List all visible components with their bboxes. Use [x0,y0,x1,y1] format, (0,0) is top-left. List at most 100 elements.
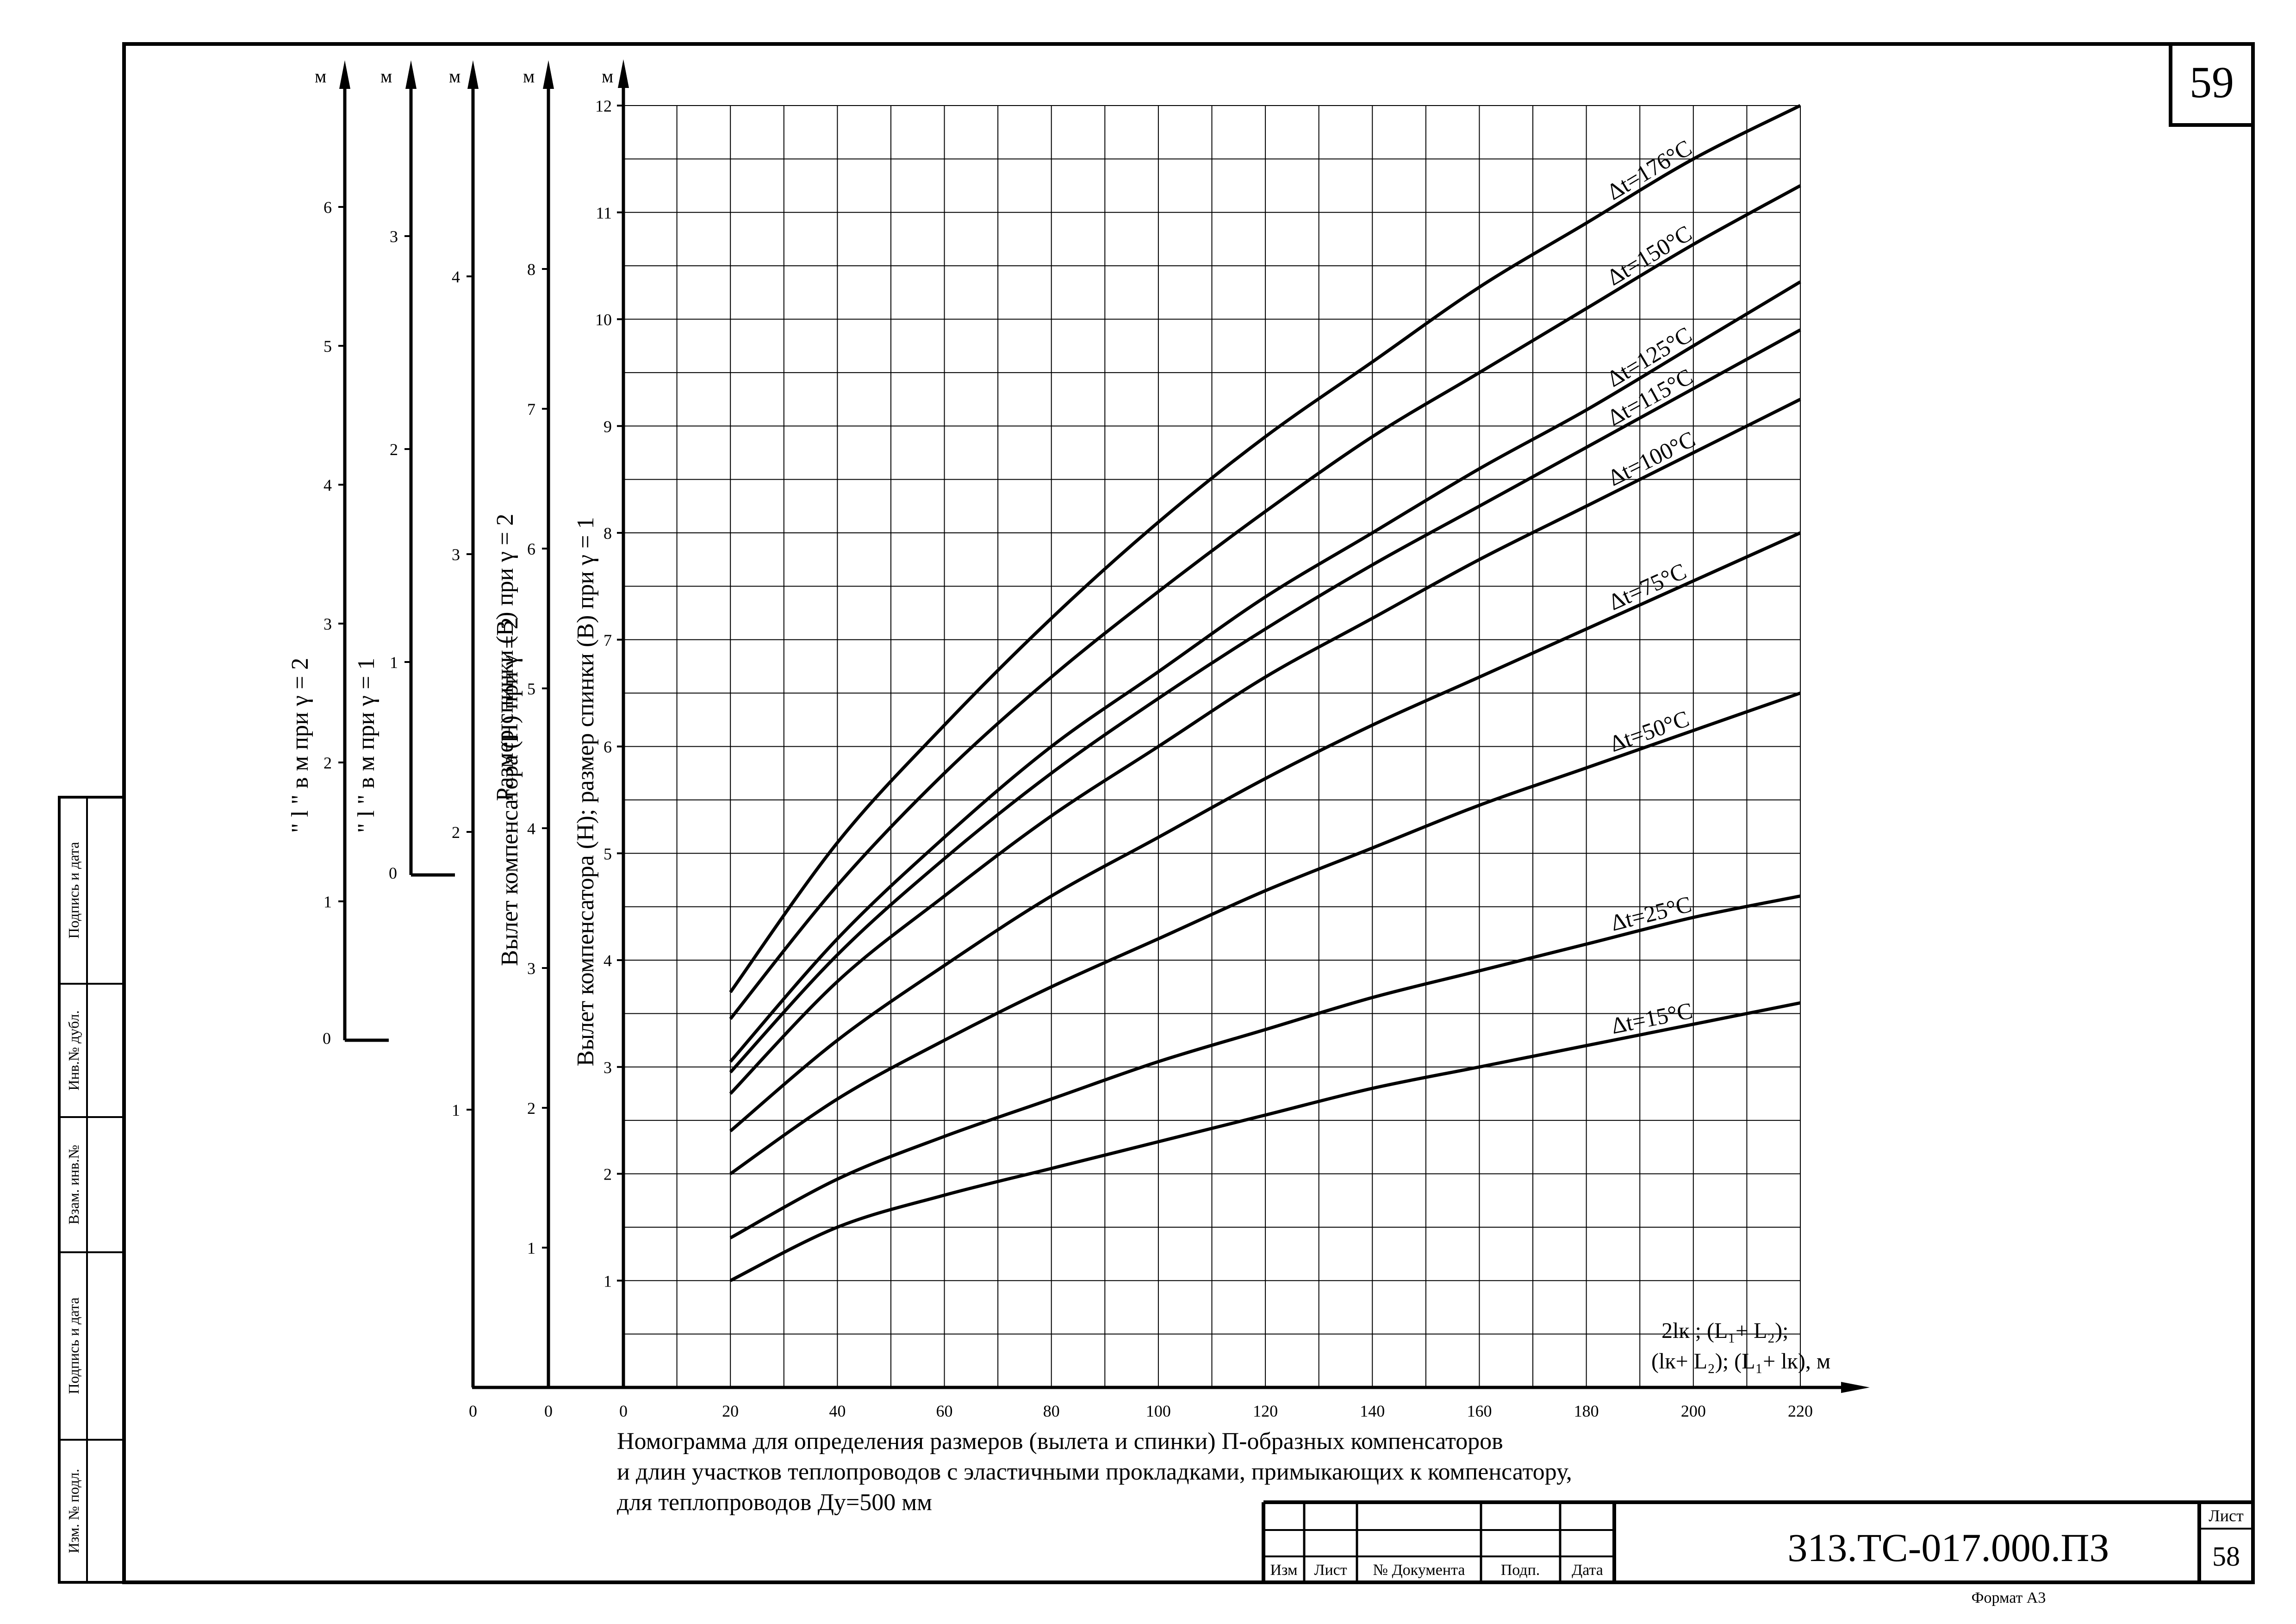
aux-axis-arrow [467,60,479,89]
y-tick-label: 3 [604,1058,612,1077]
aux-tick-label: 2 [452,823,460,842]
series-line [729,1001,1801,1282]
x-tick-label: 180 [1574,1402,1599,1420]
y-tick-label: 12 [595,97,612,115]
y-tick-label: 5 [604,844,612,863]
stamp-replace-inv: Взам. инв.№ [65,1145,82,1224]
series-label: Δt=75°С [1605,558,1690,615]
series-line [729,894,1801,1240]
aux-tick-label: 3 [390,227,398,246]
aux-tick-label: 1 [452,1101,460,1119]
stamp-dup-inv: Инв.№ дубл. [65,1010,82,1090]
aux-axis-label: " l " в м при γ = 1 [353,658,380,833]
aux-zero-label: 0 [544,1402,553,1420]
aux-axis-label: Размер спинки (В) при γ = 2 [492,514,518,801]
x-tick-label: 80 [1043,1402,1060,1420]
side-stamp: Подпись и дата Инв.№ дубл. Взам. инв.№ П… [58,796,125,1584]
x-axis-label-line2: (lк+ L₂); (L₁+ lк), м [1651,1349,1830,1374]
aux-tick-label: 1 [527,1239,535,1257]
x-tick-label: 200 [1681,1402,1706,1420]
aux-tick-label: 8 [527,260,535,279]
chart-curves [729,104,1801,1282]
x-tick-label: 40 [829,1402,846,1420]
x-tick-label: 0 [619,1402,628,1420]
chart-axes: м [472,59,1870,1393]
aux-axis-arrow [543,60,554,89]
aux-tick-label: 5 [527,680,535,698]
tb-header-sign: Подп. [1501,1562,1540,1579]
aux-tick-label: 2 [527,1099,535,1118]
aux-tick-label: 4 [324,476,332,494]
nomogram-chart: Δt=176°СΔt=150°СΔt=125°СΔt=115°СΔt=100°С… [287,59,1870,1420]
sheet-format: Формат А3 [1972,1589,2046,1606]
title-block: Изм Лист № Документа Подп. Дата 313.ТС-0… [1262,1500,2253,1606]
aux-axis-unit: м [449,66,460,87]
x-tick-label: 160 [1467,1402,1492,1420]
aux-tick-label: 1 [390,653,398,672]
tb-header-izm: Изм [1270,1562,1297,1579]
y-tick-label: 2 [604,1165,612,1184]
stamp-signature-date-1: Подпись и дата [65,842,82,939]
aux-tick-label: 6 [324,198,332,217]
aux-zero-label: 0 [323,1029,331,1048]
y-tick-label: 4 [604,951,612,970]
aux-zero-label: 0 [469,1402,477,1420]
x-axis-label-line1: 2lк ; (L₁+ L₂); [1661,1318,1788,1343]
aux-tick-label: 1 [324,893,332,911]
x-tick-label: 120 [1253,1402,1278,1420]
sheet-number: 58 [2212,1541,2240,1572]
y-axis-unit: м [602,66,613,87]
tb-header-list: Лист [1314,1562,1347,1579]
x-tick-label: 100 [1146,1402,1171,1420]
aux-tick-label: 2 [390,440,398,459]
document-code: 313.ТС-017.000.ПЗ [1787,1525,2109,1570]
x-axis-arrow [1841,1382,1870,1393]
series-label: Δt=176°С [1602,135,1696,205]
y-tick-label: 10 [595,311,612,329]
aux-tick-label: 2 [324,754,332,772]
aux-tick-label: 3 [452,545,460,564]
x-tick-label: 220 [1788,1402,1813,1420]
aux-tick-label: 6 [527,540,535,558]
aux-tick-label: 4 [452,268,460,286]
series-label: Δt=50°С [1606,705,1692,756]
aux-axis-arrow [405,60,417,89]
y-axis-arrow [618,59,629,88]
aux-axis-unit: м [380,66,392,87]
aux-tick-label: 4 [527,819,535,838]
caption-line-1: Номограмма для определения размеров (выл… [617,1428,1503,1455]
series-line [729,104,1801,993]
y-axis-label-main: Вылет компенсатора (Н); размер спинки (В… [572,517,599,1067]
aux-zero-label: 0 [389,864,397,882]
aux-axis-label: " l " в м при γ = 2 [287,658,313,833]
x-tick-label: 60 [936,1402,953,1420]
series-line [729,280,1801,1063]
series-line [729,691,1801,1175]
page-number-box: 59 [2169,42,2255,127]
drawing-frame [122,42,2255,1584]
x-tick-labels: 0 20 40 60 80 100 120 140 160 180 200 220 [619,1402,1813,1420]
caption-line-2: и длин участков теплопроводов с эластичн… [617,1459,1572,1485]
tb-header-date: Дата [1572,1562,1603,1579]
stamp-signature-date-2: Подпись и дата [65,1298,82,1394]
tb-header-doc: № Документа [1373,1562,1465,1579]
x-tick-label: 140 [1360,1402,1385,1420]
series-label: Δt=150°С [1602,220,1696,290]
y-tick-label: 9 [604,417,612,436]
aux-axis-label: Вылет компенсатора (Н) при γ = 2 [497,617,523,966]
sheet-label: Лист [2209,1506,2244,1525]
series-line [729,398,1801,1095]
aux-tick-label: 3 [324,615,332,633]
page-number: 59 [2190,57,2234,107]
x-tick-label: 20 [722,1402,739,1420]
y-tick-label: 11 [596,204,612,222]
y-tick-label: 1 [604,1272,612,1290]
y-tick-label: 7 [604,631,612,650]
series-line [729,184,1801,1020]
aux-axis-arrow [339,60,350,89]
aux-tick-label: 7 [527,400,535,418]
y-tick-label: 8 [604,524,612,543]
aux-axis-unit: м [523,66,535,87]
